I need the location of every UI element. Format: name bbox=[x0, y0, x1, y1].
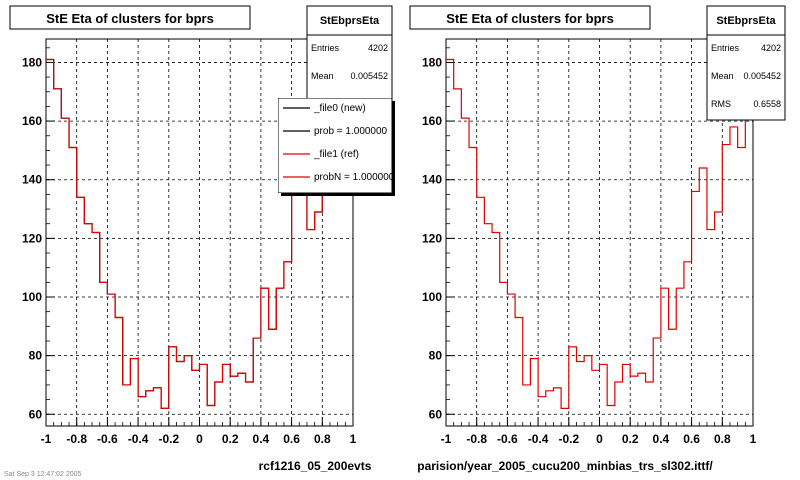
stats-label: Entries bbox=[711, 43, 740, 53]
footer-filename: rcf1216_05_200evts bbox=[259, 459, 372, 473]
title-box bbox=[409, 5, 651, 30]
x-tick-label: 0.6 bbox=[283, 432, 300, 446]
y-tick-label: 100 bbox=[22, 290, 42, 304]
stats-label: Mean bbox=[711, 71, 734, 81]
y-tick-label: 120 bbox=[22, 231, 42, 245]
y-tick-label: 160 bbox=[422, 114, 442, 128]
x-tick-label: 0.2 bbox=[222, 432, 239, 446]
stats-label: RMS bbox=[711, 99, 731, 109]
title-box bbox=[9, 5, 251, 30]
legend-entry: _file0 (new) bbox=[313, 103, 366, 114]
x-tick-label: -0.4 bbox=[528, 432, 549, 446]
stats-value: 0.6558 bbox=[753, 99, 781, 109]
stats-value: 4202 bbox=[761, 43, 781, 53]
y-tick-label: 120 bbox=[422, 231, 442, 245]
stats-value: 0.005452 bbox=[350, 71, 388, 81]
x-tick-label: -0.6 bbox=[97, 432, 118, 446]
x-tick-label: -1 bbox=[441, 432, 452, 446]
x-tick-label: -1 bbox=[41, 432, 52, 446]
y-tick-label: 180 bbox=[422, 55, 442, 69]
stats-frame bbox=[706, 5, 786, 121]
x-tick-label: 0.8 bbox=[314, 432, 331, 446]
legend-entry: probN = 1.000000 bbox=[314, 172, 395, 183]
y-tick-label: 80 bbox=[29, 349, 43, 363]
x-tick-label: -0.8 bbox=[466, 432, 487, 446]
x-tick-label: -0.2 bbox=[558, 432, 579, 446]
y-tick-label: 180 bbox=[22, 55, 42, 69]
x-tick-label: -0.6 bbox=[497, 432, 518, 446]
y-tick-label: 140 bbox=[422, 173, 442, 187]
histogram-line bbox=[446, 58, 753, 410]
stats-label: Entries bbox=[311, 43, 340, 53]
x-tick-label: 0.4 bbox=[253, 432, 270, 446]
y-tick-label: 100 bbox=[422, 290, 442, 304]
y-tick-label: 60 bbox=[29, 407, 43, 421]
stats-header: StEbprsEta bbox=[320, 15, 380, 27]
x-tick-label: 1 bbox=[350, 432, 357, 446]
chart-title: StE Eta of clusters for bprs bbox=[446, 11, 614, 26]
legend-entry: prob = 1.000000 bbox=[314, 126, 388, 137]
chart-title: StE Eta of clusters for bprs bbox=[46, 11, 214, 26]
y-tick-label: 140 bbox=[22, 173, 42, 187]
x-tick-label: 1 bbox=[750, 432, 757, 446]
series-1 bbox=[446, 58, 753, 410]
stats-label: Mean bbox=[311, 71, 334, 81]
stats-value: 0.005452 bbox=[743, 71, 781, 81]
x-tick-label: 0.8 bbox=[714, 432, 731, 446]
y-tick-label: 80 bbox=[429, 349, 443, 363]
x-tick-label: 0.2 bbox=[622, 432, 639, 446]
x-tick-label: -0.4 bbox=[128, 432, 149, 446]
y-tick-label: 60 bbox=[429, 407, 443, 421]
x-tick-label: 0 bbox=[196, 432, 203, 446]
stats-box: StEbprsEta Entries 4202 Mean 0.005452 RMS 0.65… bbox=[706, 5, 786, 121]
footer-filename: parision/year_2005_cucu200_minbias_trs_s… bbox=[417, 459, 713, 473]
chart-panel-1: -1 -0.8 -0.6 -0.4 -0.2 0 0.2 0.4 0.6 0.8 160801001… bbox=[4, 5, 395, 478]
x-tick-label: 0 bbox=[596, 432, 603, 446]
y-tick-label: 160 bbox=[22, 114, 42, 128]
chart-panel-2: -1 -0.8 -0.6 -0.4 -0.2 0 0.2 0.4 0.6 0.8 160801001… bbox=[409, 5, 786, 473]
legend-entry: _file1 (ref) bbox=[313, 149, 359, 160]
x-tick-label: -0.2 bbox=[158, 432, 179, 446]
x-tick-label: 0.6 bbox=[683, 432, 700, 446]
stats-value: 4202 bbox=[368, 43, 388, 53]
x-tick-label: 0.4 bbox=[653, 432, 670, 446]
stats-header: StEbprsEta bbox=[716, 15, 776, 27]
x-tick-label: -0.8 bbox=[66, 432, 87, 446]
legend: _file0 (new) prob = 1.000000 _file1 (ref) p… bbox=[278, 98, 395, 193]
corner-timestamp: Sat Sep 3 12:47:02 2005 bbox=[4, 471, 82, 478]
